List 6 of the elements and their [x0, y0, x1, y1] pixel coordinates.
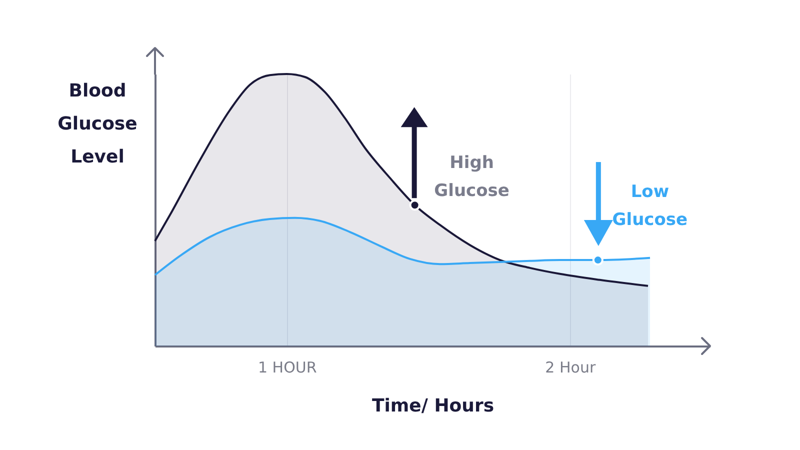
annotation: Low Glucose — [612, 182, 688, 230]
annotation: High Glucose — [434, 153, 510, 202]
x-axis-title: Time/ Hours — [372, 396, 494, 416]
x-tick-label: 1 HOUR — [258, 358, 317, 376]
x-tick-label: 2 Hour — [545, 358, 596, 376]
y-axis-title: Blood Glucose Level — [58, 80, 138, 168]
